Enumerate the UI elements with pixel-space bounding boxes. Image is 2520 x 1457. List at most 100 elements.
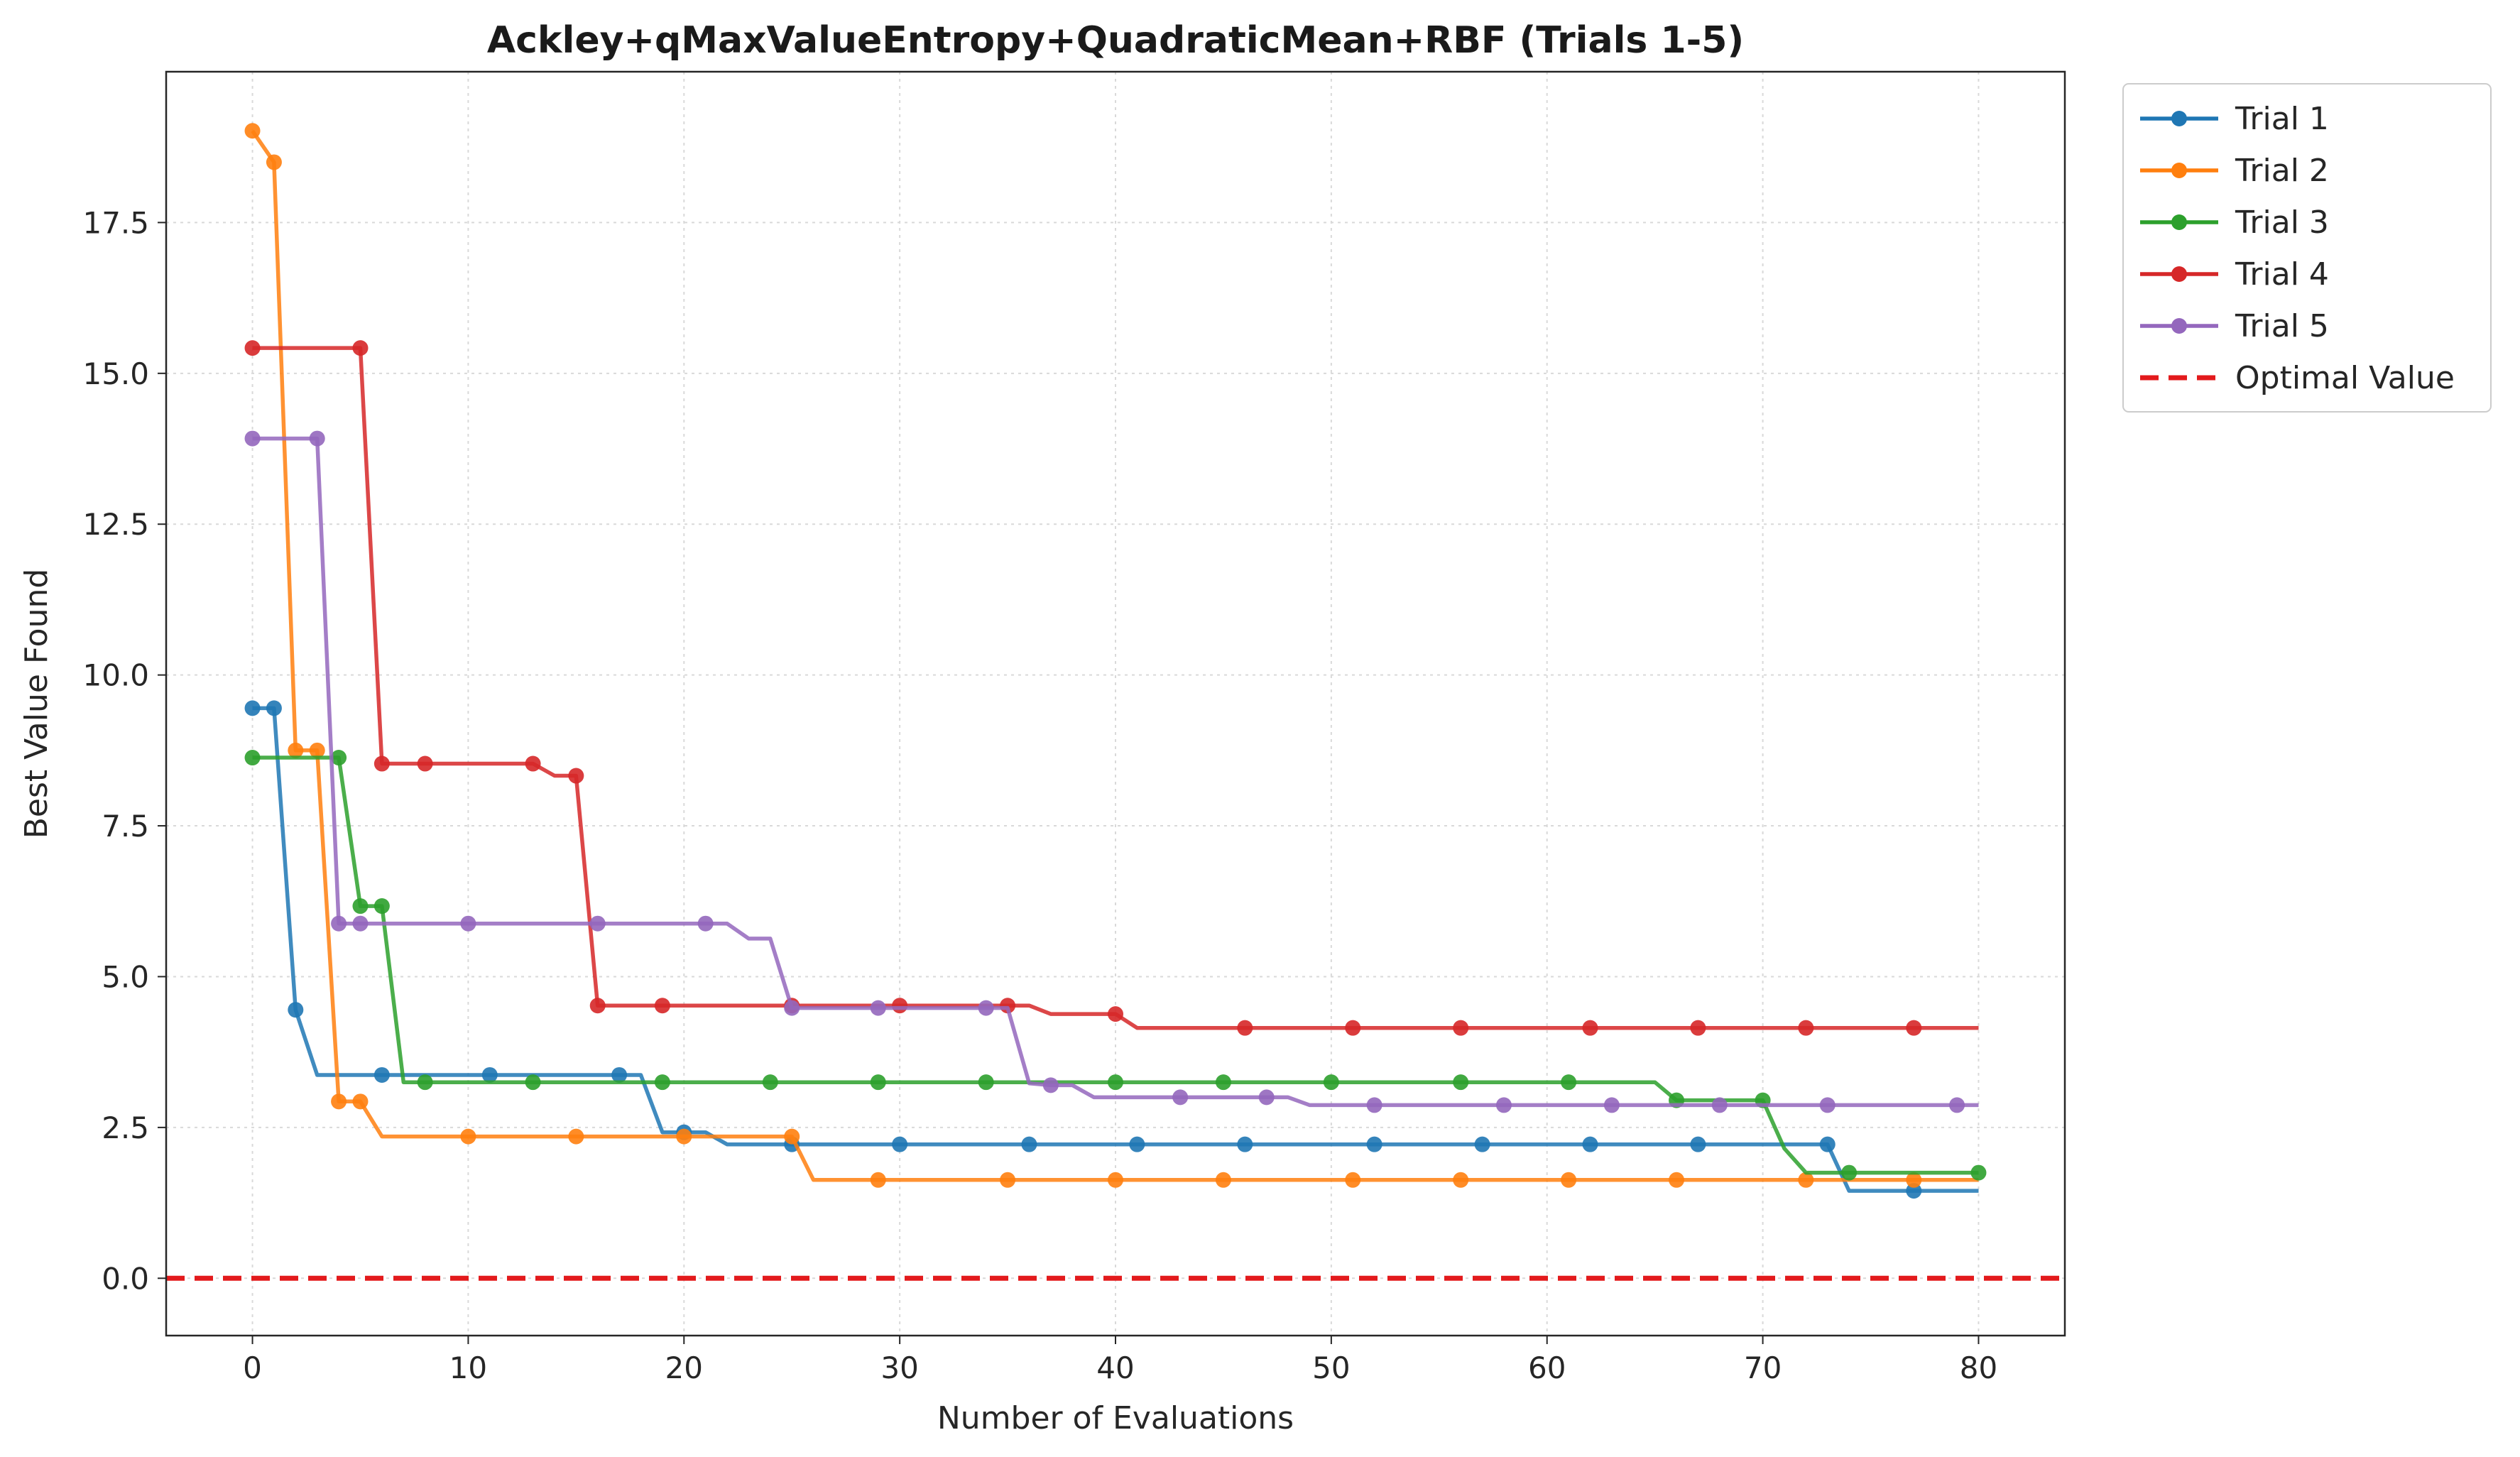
data-point xyxy=(870,1000,886,1016)
x-axis-label: Number of Evaluations xyxy=(937,1400,1294,1436)
data-point xyxy=(1690,1136,1706,1152)
data-point xyxy=(331,915,347,932)
y-tick-label: 15.0 xyxy=(82,356,149,391)
legend: Trial 1 Trial 2 Trial 3 Trial 4 Trial 5 Optim… xyxy=(2122,83,2492,413)
data-point xyxy=(244,700,261,716)
data-point xyxy=(352,898,369,915)
data-point xyxy=(373,1066,390,1083)
y-axis-ticks: 0.0 2.5 5.0 7.5 10.0 12.5 15.0 17.5 xyxy=(82,205,166,1296)
data-point xyxy=(1582,1020,1598,1036)
data-point xyxy=(870,1172,886,1188)
data-point xyxy=(611,1066,628,1083)
data-point xyxy=(1258,1089,1275,1106)
data-point xyxy=(654,1074,670,1091)
data-point xyxy=(266,154,282,170)
data-point xyxy=(870,1074,886,1091)
data-point xyxy=(309,742,325,758)
x-tick-label: 30 xyxy=(880,1350,918,1385)
data-point xyxy=(978,1074,994,1091)
data-point xyxy=(1000,1172,1016,1188)
y-tick-label: 12.5 xyxy=(82,507,149,542)
data-point xyxy=(654,998,670,1014)
data-point xyxy=(1323,1074,1339,1091)
data-point xyxy=(978,1000,994,1016)
data-point xyxy=(1603,1097,1620,1113)
data-point xyxy=(1237,1020,1253,1036)
series-line xyxy=(252,436,1979,1108)
data-point xyxy=(1711,1097,1728,1113)
legend-marker xyxy=(2171,266,2187,282)
x-tick-label: 70 xyxy=(1744,1350,1782,1385)
data-point xyxy=(1021,1136,1037,1152)
legend-label: Trial 4 xyxy=(2235,256,2329,293)
data-point xyxy=(1366,1136,1382,1152)
data-point xyxy=(1345,1172,1361,1188)
data-point xyxy=(244,340,261,356)
data-point xyxy=(244,430,261,447)
data-point xyxy=(568,1128,584,1145)
x-tick-label: 50 xyxy=(1312,1350,1350,1385)
data-point xyxy=(892,1136,908,1152)
data-point xyxy=(244,123,261,139)
data-point xyxy=(373,755,390,772)
data-point xyxy=(1366,1097,1382,1113)
data-point xyxy=(1345,1020,1361,1036)
legend-label: Optimal Value xyxy=(2235,360,2455,396)
y-tick-label: 7.5 xyxy=(102,809,149,844)
data-point xyxy=(309,430,325,447)
x-tick-label: 80 xyxy=(1960,1350,1997,1385)
y-tick-label: 10.0 xyxy=(82,658,149,693)
data-point xyxy=(1841,1164,1858,1181)
data-point xyxy=(1669,1172,1685,1188)
x-axis-ticks: 0 10 20 30 40 50 60 70 80 xyxy=(243,1336,1997,1385)
data-point xyxy=(266,700,282,716)
x-tick-label: 10 xyxy=(449,1350,487,1385)
data-point xyxy=(1819,1136,1836,1152)
data-point xyxy=(1906,1020,1922,1036)
data-point xyxy=(460,915,476,932)
data-point xyxy=(1172,1089,1189,1106)
data-point xyxy=(784,1000,800,1016)
legend-label: Trial 2 xyxy=(2235,153,2329,189)
data-point xyxy=(892,998,908,1014)
x-tick-label: 20 xyxy=(665,1350,703,1385)
data-point xyxy=(417,1074,433,1091)
data-point xyxy=(1690,1020,1706,1036)
data-point xyxy=(1215,1172,1231,1188)
data-point xyxy=(784,1128,800,1145)
data-point xyxy=(373,898,390,915)
data-point xyxy=(676,1128,692,1145)
data-point xyxy=(1237,1136,1253,1152)
data-point xyxy=(762,1074,778,1091)
x-tick-label: 60 xyxy=(1528,1350,1566,1385)
series-trial-5 xyxy=(244,430,1979,1113)
data-point xyxy=(1906,1183,1922,1199)
legend-label: Trial 3 xyxy=(2235,204,2329,241)
x-tick-label: 40 xyxy=(1096,1350,1134,1385)
data-point xyxy=(1108,1074,1123,1091)
data-point xyxy=(288,742,304,758)
data-point xyxy=(331,750,347,766)
data-point xyxy=(1108,1172,1123,1188)
legend-label: Trial 1 xyxy=(2235,101,2329,137)
series-layer xyxy=(244,123,1987,1199)
data-point xyxy=(525,1074,541,1091)
data-point xyxy=(1970,1164,1987,1181)
data-point xyxy=(1561,1172,1577,1188)
chart-title: Ackley+qMaxValueEntropy+QuadraticMean+RB… xyxy=(487,19,1744,62)
legend-marker xyxy=(2171,163,2187,178)
data-point xyxy=(1129,1136,1145,1152)
y-tick-label: 0.0 xyxy=(102,1261,149,1296)
legend-marker xyxy=(2171,318,2187,334)
data-point xyxy=(481,1066,498,1083)
data-point xyxy=(1798,1020,1814,1036)
y-tick-label: 2.5 xyxy=(102,1111,149,1145)
series-trial-3 xyxy=(244,750,1987,1181)
data-point xyxy=(697,915,714,932)
y-tick-label: 17.5 xyxy=(82,205,149,240)
data-point xyxy=(288,1002,304,1018)
y-tick-label: 5.0 xyxy=(102,959,149,994)
data-point xyxy=(460,1128,476,1145)
